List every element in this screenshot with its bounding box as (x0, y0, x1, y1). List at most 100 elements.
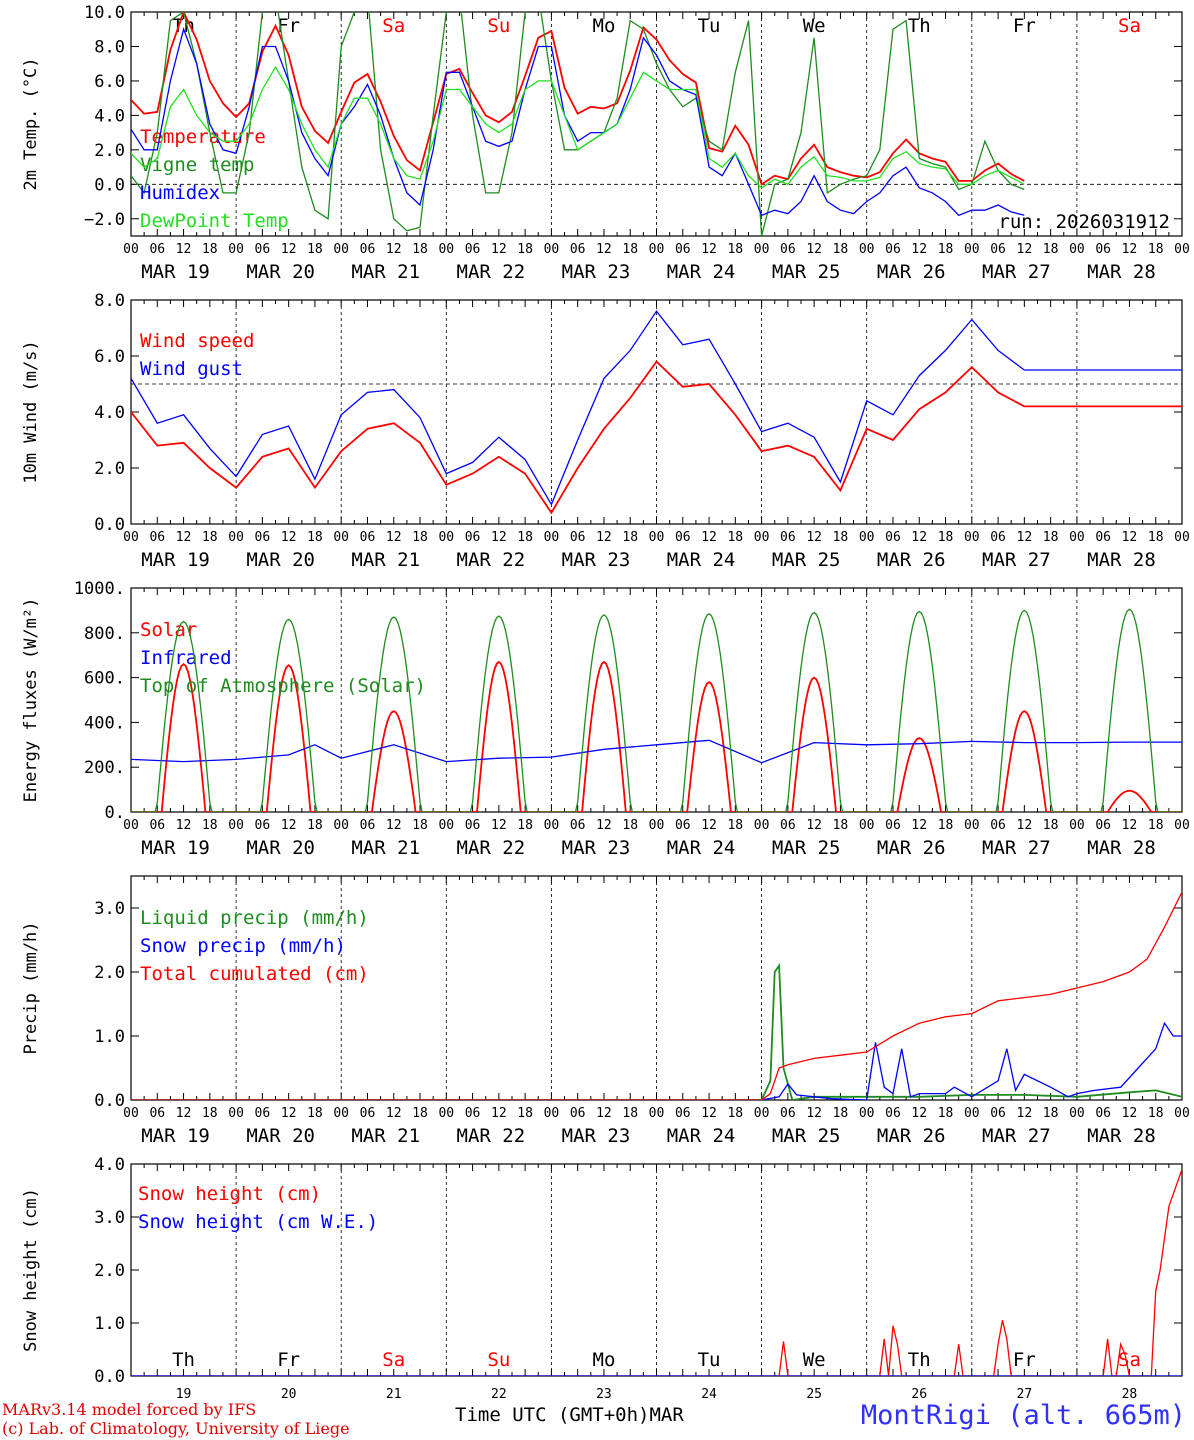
legend-entry: Snow height (cm) (138, 1183, 321, 1205)
hour-tick-label: 00 (964, 1106, 980, 1121)
hour-tick-label: 06 (360, 818, 376, 833)
y-tick-label: 400. (84, 713, 125, 733)
hour-tick-label: 18 (622, 818, 638, 833)
run-label: run: 2026031912 (998, 211, 1170, 233)
hour-tick-label: 00 (123, 1106, 139, 1121)
footer-lab-credit: (c) Lab. of Climatology, University of L… (2, 1419, 350, 1438)
day-label: MAR 25 (772, 261, 841, 283)
hour-tick-label: 18 (412, 1106, 428, 1121)
y-tick-label: 3.0 (94, 1208, 125, 1228)
y-axis-label: 10m Wind (m/s) (21, 340, 41, 483)
hour-tick-label: 18 (202, 530, 218, 545)
y-tick-label: 0.0 (94, 515, 125, 535)
hour-tick-label: 06 (465, 818, 481, 833)
day-number-label: 23 (596, 1387, 612, 1402)
y-axis-label: Energy fluxes (W/m²) (21, 598, 41, 803)
legend-entry: Solar (140, 619, 197, 641)
hour-tick-label: 06 (360, 1106, 376, 1121)
hour-tick-label: 06 (465, 242, 481, 257)
hour-tick-label: 00 (123, 818, 139, 833)
weekday-label: Sa (382, 15, 405, 37)
hour-tick-label: 00 (544, 818, 560, 833)
weekday-label: Fr (277, 1349, 300, 1371)
hour-tick-label: 06 (255, 1106, 271, 1121)
day-label: MAR 21 (351, 261, 420, 283)
hour-tick-label: 12 (596, 242, 612, 257)
hour-tick-label: 00 (964, 242, 980, 257)
hour-tick-label: 12 (176, 818, 192, 833)
hour-tick-label: 06 (780, 530, 796, 545)
hour-tick-label: 00 (964, 530, 980, 545)
hour-tick-label: 06 (1095, 530, 1111, 545)
legend-entry: Liquid precip (mm/h) (140, 907, 369, 929)
y-axis-label: 2m Temp. (°C) (21, 57, 41, 190)
hour-tick-label: 12 (386, 242, 402, 257)
series-line-wind-1 (131, 310, 1182, 506)
hour-tick-label: 12 (281, 1106, 297, 1121)
legend-entry: Vigne temp (140, 154, 254, 176)
hour-tick-label: 18 (202, 1106, 218, 1121)
legend-entry: Wind gust (140, 358, 243, 380)
day-number-label: 24 (701, 1387, 717, 1402)
y-tick-label: 1.0 (94, 1027, 125, 1047)
hour-tick-label: 12 (1122, 530, 1138, 545)
hour-tick-label: 18 (938, 818, 954, 833)
hour-tick-label: 06 (570, 818, 586, 833)
hour-tick-label: 06 (885, 818, 901, 833)
hour-tick-label: 06 (149, 818, 165, 833)
hour-tick-label: 18 (1043, 1106, 1059, 1121)
hour-tick-label: 00 (228, 1106, 244, 1121)
hour-tick-label: 00 (964, 818, 980, 833)
y-axis-label: Snow height (cm) (21, 1188, 41, 1352)
hour-tick-label: 06 (570, 1106, 586, 1121)
weekday-label: Sa (1118, 15, 1141, 37)
hour-tick-label: 00 (1174, 818, 1190, 833)
hour-tick-label: 18 (938, 1106, 954, 1121)
weekday-label: We (803, 1349, 826, 1371)
weekday-label: Tu (698, 15, 721, 37)
hour-tick-label: 00 (649, 242, 665, 257)
day-label: MAR 28 (1087, 549, 1156, 571)
hour-tick-label: 12 (701, 530, 717, 545)
hour-tick-label: 18 (307, 1106, 323, 1121)
y-tick-label: 4.0 (94, 106, 125, 126)
hour-tick-label: 06 (255, 530, 271, 545)
legend-entry: Temperature (140, 126, 266, 148)
weekday-label: Su (487, 1349, 510, 1371)
day-label: MAR 20 (246, 261, 315, 283)
series-line-snow-0 (131, 1169, 1182, 1376)
hour-tick-label: 12 (596, 530, 612, 545)
plot-frame-wind (130, 299, 1183, 525)
hour-tick-label: 18 (727, 1106, 743, 1121)
series-line-wind-0 (131, 360, 1182, 515)
hour-tick-label: 06 (675, 530, 691, 545)
hour-tick-label: 00 (228, 818, 244, 833)
y-tick-label: 8.0 (94, 291, 125, 311)
hour-tick-label: 12 (281, 242, 297, 257)
hour-tick-label: 18 (412, 242, 428, 257)
hour-tick-label: 06 (780, 818, 796, 833)
hour-tick-label: 18 (307, 530, 323, 545)
plot-frame-energy (130, 587, 1183, 813)
hour-tick-label: 00 (438, 1106, 454, 1121)
hour-tick-label: 18 (622, 530, 638, 545)
series-line-temp-2 (131, 27, 1025, 217)
day-label: MAR 27 (982, 837, 1051, 859)
hour-tick-label: 00 (333, 530, 349, 545)
y-tick-label: 8.0 (94, 37, 125, 57)
hour-tick-label: 00 (859, 818, 875, 833)
day-label: MAR 21 (351, 1125, 420, 1147)
hour-tick-label: 12 (911, 242, 927, 257)
hour-tick-label: 00 (649, 818, 665, 833)
day-number-label: 26 (911, 1387, 927, 1402)
hour-tick-label: 06 (360, 242, 376, 257)
hour-tick-label: 12 (701, 818, 717, 833)
hour-tick-label: 12 (806, 1106, 822, 1121)
hour-tick-label: 18 (622, 1106, 638, 1121)
y-tick-label: 800. (84, 624, 125, 644)
day-label: MAR 27 (982, 1125, 1051, 1147)
hour-tick-label: 18 (517, 818, 533, 833)
day-number-label: 19 (176, 1387, 192, 1402)
hour-tick-label: 00 (1069, 1106, 1085, 1121)
day-number-label: 20 (281, 1387, 297, 1402)
